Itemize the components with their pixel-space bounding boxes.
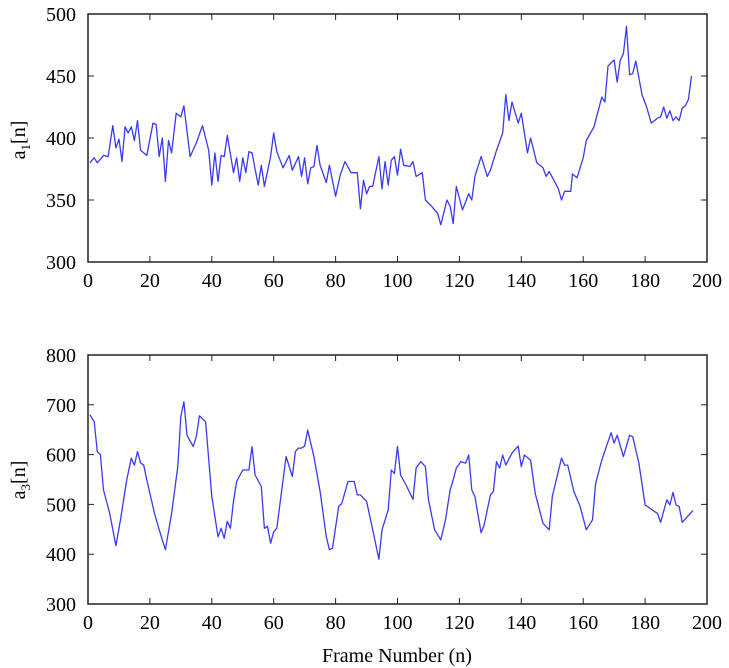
x-tick-label: 200	[692, 270, 722, 292]
x-tick-label: 140	[506, 612, 536, 634]
x-tick-label: 160	[568, 270, 598, 292]
x-tick-label: 0	[83, 270, 93, 292]
x-tick-label: 180	[630, 612, 660, 634]
plot-frame	[87, 13, 708, 263]
x-axis-label: Frame Number (n)	[322, 645, 472, 667]
y-tick-label: 450	[46, 66, 76, 88]
x-tick-label: 40	[202, 270, 222, 292]
panel-a3: 0 20 40 60 80 100 120 140 160 180 200 300 400 500 600 7…	[46, 345, 722, 634]
x-tick-label: 120	[444, 612, 474, 634]
x-tick-label: 160	[568, 612, 598, 634]
x-tick-label: 100	[383, 270, 413, 292]
x-tick-label: 20	[140, 612, 160, 634]
y-tick-label: 350	[46, 190, 76, 212]
x-tick-label: 60	[264, 270, 284, 292]
x-tick-label: 20	[140, 270, 160, 292]
y-tick-label: 700	[46, 395, 76, 417]
x-tick-label: 60	[264, 612, 284, 634]
y-tick-label: 500	[46, 494, 76, 516]
y-tick-label: 300	[46, 594, 76, 616]
x-tick-label: 120	[444, 270, 474, 292]
x-tick-label: 40	[202, 612, 222, 634]
y-tick-label: 600	[46, 445, 76, 467]
x-tick-label: 80	[326, 612, 346, 634]
y-tick-label: 800	[46, 345, 76, 367]
series-line	[89, 25, 693, 226]
series-line	[89, 401, 694, 560]
y-tick-label: 400	[46, 544, 76, 566]
y-axis-label-a1: a1[n]	[8, 121, 33, 160]
plot-frame	[87, 354, 708, 605]
x-tick-label: 80	[326, 270, 346, 292]
y-tick-label: 500	[46, 4, 76, 26]
x-tick-label: 140	[506, 270, 536, 292]
x-tick-label: 180	[630, 270, 660, 292]
y-tick-label: 300	[46, 252, 76, 274]
x-tick-label: 0	[83, 612, 93, 634]
x-tick-label: 200	[692, 612, 722, 634]
y-tick-label: 400	[46, 128, 76, 150]
y-axis-label-a3: a3[n]	[8, 461, 33, 500]
panel-a1: 0 20 40 60 80 100 120 140 160 180 200 300 350 400 450 5…	[46, 4, 722, 292]
x-tick-label: 100	[383, 612, 413, 634]
